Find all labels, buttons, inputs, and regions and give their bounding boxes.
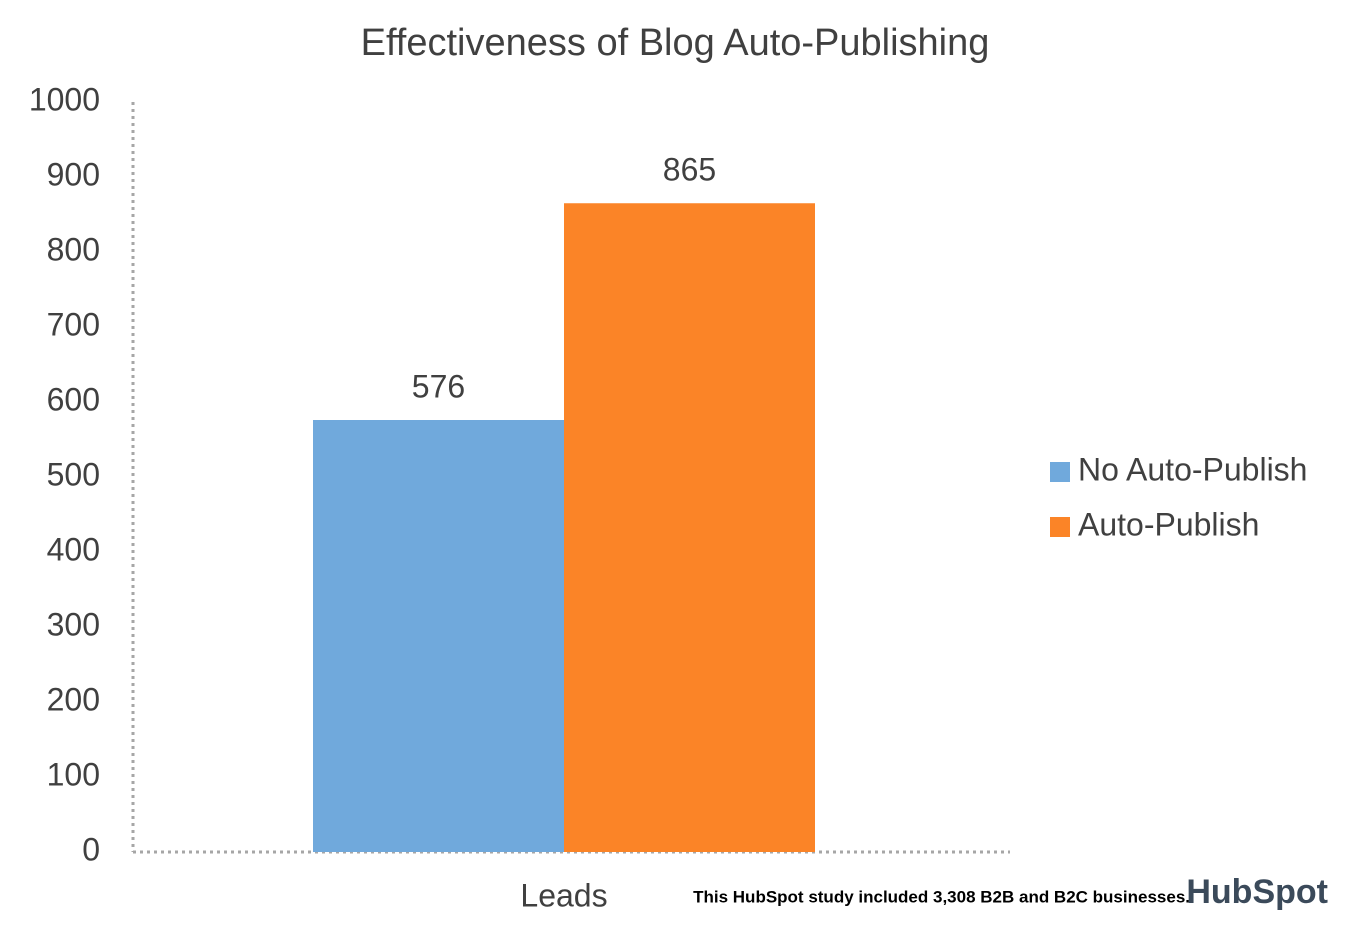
y-tick-label: 900 (47, 156, 100, 192)
bar (313, 420, 564, 852)
legend-label: Auto-Publish (1078, 506, 1259, 542)
y-tick-label: 700 (47, 306, 100, 342)
logo: HubSpot (1186, 873, 1328, 911)
y-tick-label: 400 (47, 531, 100, 567)
y-tick-label: 800 (47, 231, 100, 267)
y-tick-label: 200 (47, 681, 100, 717)
chart-title: Effectiveness of Blog Auto-Publishing (361, 22, 990, 64)
note: This HubSpot study included 3,308 B2B an… (693, 887, 1190, 906)
legend-label: No Auto-Publish (1078, 451, 1307, 487)
data-label: 865 (663, 152, 716, 188)
y-tick-label: 300 (47, 606, 100, 642)
data-label: 576 (412, 368, 465, 404)
y-tick-label: 0 (82, 831, 100, 867)
y-tick-label: 600 (47, 381, 100, 417)
legend-swatch (1050, 462, 1070, 482)
legend-swatch (1050, 517, 1070, 537)
y-tick-label: 100 (47, 756, 100, 792)
y-tick-label: 1000 (29, 81, 100, 117)
bar (564, 203, 815, 852)
x-tick-label: Leads (520, 877, 607, 913)
y-tick-label: 500 (47, 456, 100, 492)
